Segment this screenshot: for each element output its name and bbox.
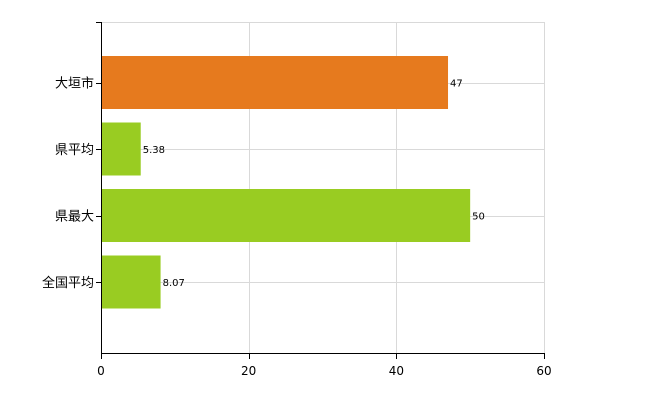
category-label-0: 大垣市 xyxy=(55,76,94,92)
data-label-2: 50 xyxy=(472,212,485,223)
x-tick-label-0: 0 xyxy=(97,364,105,378)
x-tick-label-2: 40 xyxy=(389,364,404,378)
x-tick-label-1: 20 xyxy=(241,364,256,378)
data-label-1: 5.38 xyxy=(143,145,165,156)
bar-2 xyxy=(101,189,471,242)
bar-1 xyxy=(101,122,141,176)
bar-3 xyxy=(101,255,161,309)
category-label-3: 全国平均 xyxy=(42,275,94,291)
data-label-0: 47 xyxy=(450,79,463,90)
bar-0 xyxy=(101,56,449,109)
data-label-3: 8.07 xyxy=(163,278,185,289)
category-label-1: 県平均 xyxy=(55,143,94,158)
x-tick-label-3: 60 xyxy=(536,364,551,378)
category-label-2: 県最大 xyxy=(55,210,94,225)
